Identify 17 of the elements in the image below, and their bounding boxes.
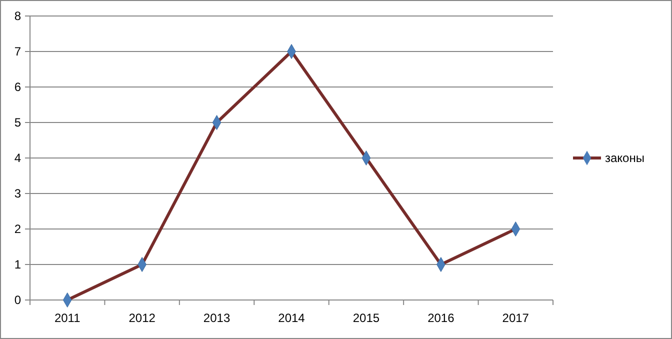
y-tick-label: 5 xyxy=(14,116,22,130)
y-tick-label: 0 xyxy=(14,293,22,308)
x-tick-label: 2013 xyxy=(203,311,230,325)
x-tick-label: 2017 xyxy=(502,311,530,325)
x-tick-label: 2012 xyxy=(128,311,156,325)
x-tick-label: 2016 xyxy=(428,311,455,325)
x-tick-label: 2014 xyxy=(278,311,306,325)
x-tick-label: 2015 xyxy=(352,311,380,325)
x-tick-label: 2011 xyxy=(54,311,81,325)
y-tick-label: 2 xyxy=(14,222,22,236)
y-tick-label: 4 xyxy=(14,151,22,166)
legend-label: законы xyxy=(605,151,644,166)
y-tick-label: 3 xyxy=(14,186,22,201)
y-tick-label: 1 xyxy=(14,258,22,272)
y-tick-label: 8 xyxy=(14,9,22,24)
y-tick-label: 7 xyxy=(14,44,22,59)
y-tick-label: 6 xyxy=(14,80,22,94)
